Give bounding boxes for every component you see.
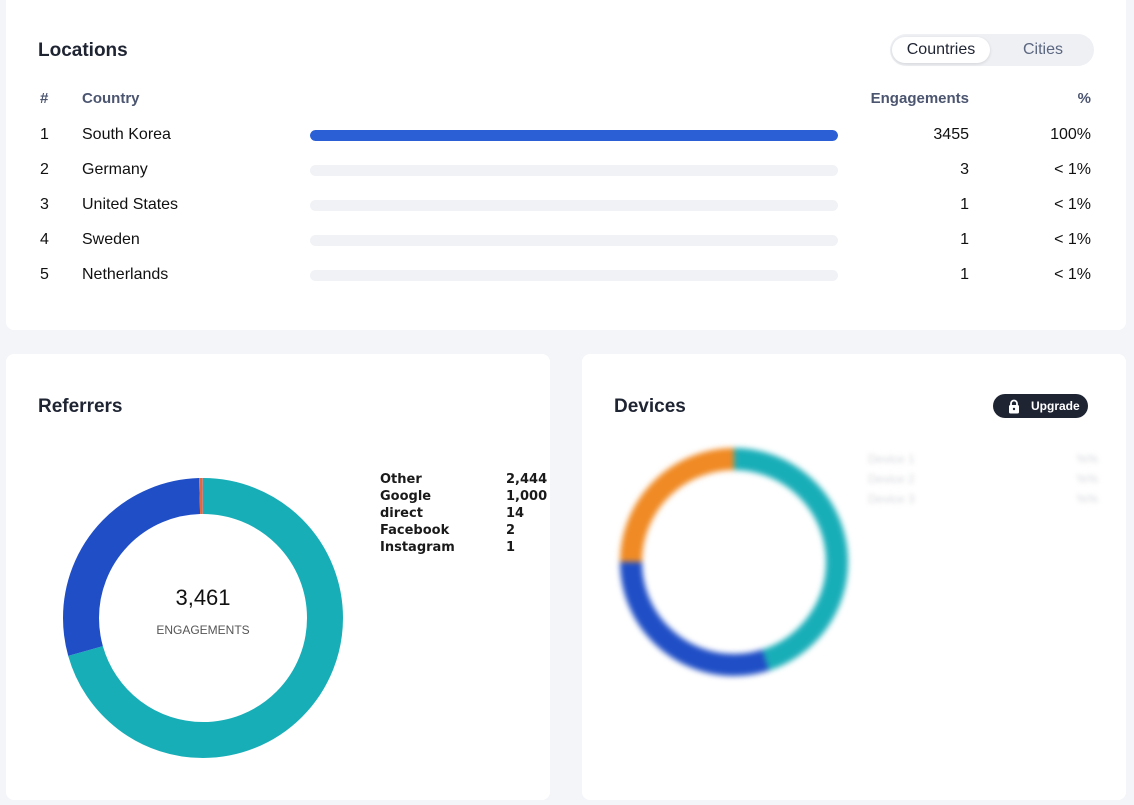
- engagement-bar-fill: [310, 130, 838, 141]
- blurred-legend-item: Device 3 %%: [868, 492, 1098, 506]
- devices-donut-chart: [620, 448, 848, 676]
- devices-title: Devices: [614, 396, 686, 417]
- legend-name: Google: [380, 489, 432, 504]
- row-percent: 100%: [1050, 126, 1091, 143]
- legend-value: %%: [1076, 452, 1098, 466]
- blurred-legend-item: Device 1 %%: [868, 452, 1098, 466]
- legend-name: Facebook: [380, 523, 450, 538]
- total-engagements-label: ENGAGEMENTS: [156, 623, 249, 637]
- lock-icon: [1008, 398, 1020, 422]
- legend-item: Google 1,000: [380, 489, 547, 504]
- row-rank: 2: [40, 161, 49, 178]
- rank-column-header: #: [40, 90, 49, 107]
- referrers-card: Referrers 3,461 ENGAGEMENTS Other 2,444 …: [6, 354, 550, 800]
- legend-name: Device 3: [868, 492, 915, 506]
- row-engagements: 1: [960, 266, 969, 283]
- device-slice: [620, 448, 848, 676]
- legend-value: %%: [1076, 472, 1098, 486]
- row-country: Germany: [82, 161, 148, 178]
- row-country: United States: [82, 196, 179, 213]
- legend-value: %%: [1076, 492, 1098, 506]
- row-engagements: 3455: [933, 126, 969, 143]
- row-country: Sweden: [82, 231, 140, 248]
- legend-value: 2: [506, 523, 516, 538]
- row-engagements: 1: [960, 196, 969, 213]
- table-row: 1 South Korea 3455 100%: [6, 126, 1126, 161]
- legend-name: Instagram: [380, 540, 455, 555]
- legend-name: Device 2: [868, 472, 915, 486]
- legend-name: direct: [380, 506, 423, 521]
- row-engagements: 3: [960, 161, 969, 178]
- row-percent: < 1%: [1054, 231, 1091, 248]
- tab-cities[interactable]: Cities: [1022, 41, 1063, 58]
- location-type-toggle: Countries Cities: [890, 34, 1094, 66]
- legend-value: 1: [506, 540, 516, 555]
- legend-value: 14: [506, 506, 525, 521]
- table-row: 5 Netherlands 1 < 1%: [6, 266, 1126, 301]
- row-rank: 1: [40, 126, 49, 143]
- country-column-header[interactable]: Country: [82, 90, 140, 107]
- referrers-title: Referrers: [38, 396, 123, 417]
- locations-title: Locations: [38, 40, 128, 61]
- blurred-legend-item: Device 2 %%: [868, 472, 1098, 486]
- legend-item: Instagram 1: [380, 540, 515, 555]
- row-country: South Korea: [82, 126, 171, 143]
- engagement-bar: [310, 235, 838, 246]
- row-rank: 3: [40, 196, 49, 213]
- legend-name: Other: [380, 472, 422, 487]
- table-row: 4 Sweden 1 < 1%: [6, 231, 1126, 266]
- referrers-donut-chart: 3,461 ENGAGEMENTS: [63, 478, 343, 758]
- row-rank: 4: [40, 231, 49, 248]
- engagement-bar: [310, 270, 838, 281]
- donut-segments: [620, 448, 848, 676]
- legend-value: 2,444: [506, 472, 548, 487]
- engagement-bar: [310, 130, 838, 141]
- device-slice: [620, 448, 848, 676]
- upgrade-label: Upgrade: [1031, 399, 1080, 413]
- devices-card: Devices Upgrade Device 1 %% Device 2 %% …: [582, 354, 1126, 800]
- engagements-column-header[interactable]: Engagements: [870, 90, 969, 107]
- table-row: 3 United States 1 < 1%: [6, 196, 1126, 231]
- upgrade-button[interactable]: Upgrade: [993, 394, 1088, 418]
- legend-item: Other 2,444: [380, 472, 547, 487]
- row-percent: < 1%: [1054, 266, 1091, 283]
- engagement-bar: [310, 200, 838, 211]
- tab-countries[interactable]: Countries: [892, 37, 990, 63]
- legend-item: direct 14: [380, 506, 524, 521]
- referrer-slice: [63, 478, 343, 758]
- locations-card: Locations Countries Cities # Country Eng…: [6, 0, 1126, 330]
- row-country: Netherlands: [82, 266, 169, 283]
- engagement-bar: [310, 165, 838, 176]
- donut-segments: [63, 478, 343, 758]
- table-row: 2 Germany 3 < 1%: [6, 161, 1126, 196]
- row-percent: < 1%: [1054, 161, 1091, 178]
- row-rank: 5: [40, 266, 49, 283]
- referrer-slice: [63, 478, 343, 758]
- legend-name: Device 1: [868, 452, 915, 466]
- percent-column-header: %: [1077, 90, 1091, 107]
- legend-value: 1,000: [506, 489, 548, 504]
- legend-item: Facebook 2: [380, 523, 515, 538]
- row-engagements: 1: [960, 231, 969, 248]
- row-percent: < 1%: [1054, 196, 1091, 213]
- total-engagements-value: 3,461: [175, 585, 230, 610]
